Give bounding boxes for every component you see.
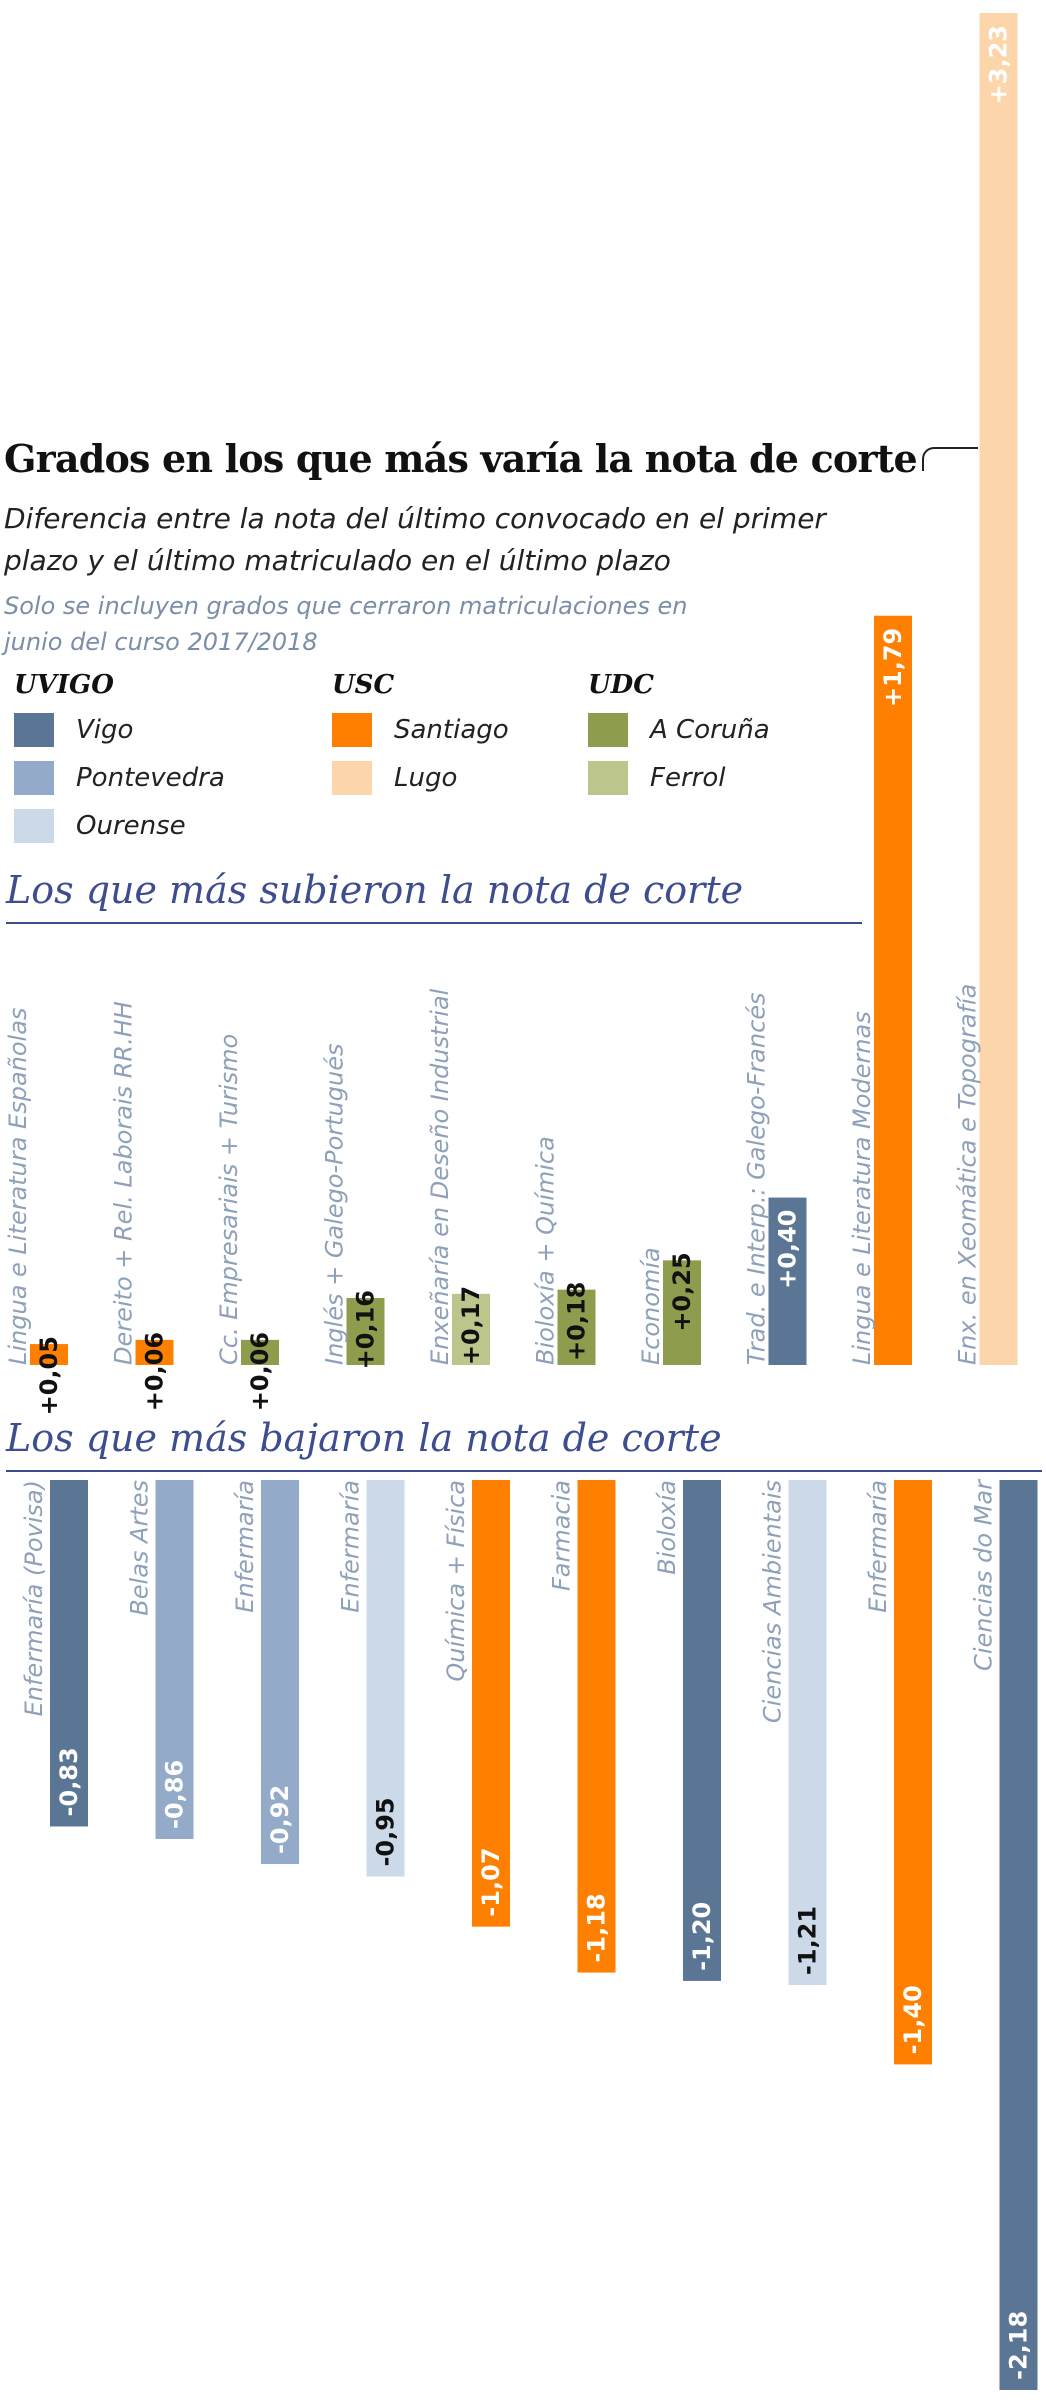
section-title-up: Los que más subieron la nota de corte <box>6 868 744 912</box>
category-label: Química + Física <box>442 1480 470 1682</box>
section-rule-down <box>6 1470 1042 1472</box>
value-label: -1,40 <box>899 1985 927 2054</box>
category-label: Dereito + Rel. Laborais RR.HH <box>110 1001 138 1365</box>
chart-note: Solo se incluyen grados que cerraron mat… <box>4 592 688 656</box>
bar <box>768 1197 807 1365</box>
legend-item: Vigo <box>14 710 133 750</box>
bar <box>241 1339 279 1365</box>
legend-item: Santiago <box>332 710 509 750</box>
category-label: Enx. en Xeomática e Topografía <box>954 984 982 1365</box>
legend-label: Santiago <box>394 715 509 745</box>
legend-group-uvigo: UVIGO <box>14 670 114 700</box>
value-label: +0,25 <box>668 1252 696 1331</box>
legend-label: Vigo <box>76 715 134 745</box>
legend-swatch <box>588 761 628 795</box>
value-label: -0,95 <box>372 1797 400 1866</box>
title-corner-decoration <box>922 447 978 471</box>
category-label: Bioloxía <box>653 1480 681 1575</box>
bar <box>999 1480 1038 2390</box>
value-label: -1,18 <box>583 1893 611 1962</box>
value-label: -0,86 <box>161 1760 189 1829</box>
value-label: +0,40 <box>774 1210 802 1289</box>
chart-title: Grados en los que más varía la nota de c… <box>4 436 918 481</box>
legend-label: Pontevedra <box>76 763 225 793</box>
value-label: -1,21 <box>794 1906 822 1975</box>
category-label: Lingua e Literatura Españolas <box>4 1008 32 1365</box>
value-label: -0,92 <box>266 1785 294 1854</box>
bar <box>874 615 912 1365</box>
legend-item: Pontevedra <box>14 758 225 798</box>
bar <box>577 1480 616 1973</box>
legend-item: Lugo <box>332 758 457 798</box>
value-label: +0,17 <box>457 1286 485 1365</box>
category-label: Belas Artes <box>126 1480 154 1616</box>
bar <box>346 1298 385 1365</box>
category-label: Ciencias do Mar <box>970 1478 998 1671</box>
category-label: Cc. Empresariais + Turismo <box>215 1034 243 1365</box>
bar <box>894 1480 932 2065</box>
category-label: Farmacia <box>548 1480 576 1591</box>
bar <box>683 1480 721 1981</box>
category-label: Inglés + Galego-Portugués <box>321 1043 349 1365</box>
bar <box>557 1289 596 1365</box>
category-label: Trad. e Interp.: Galego-Francés <box>743 992 771 1365</box>
value-label: +0,06 <box>141 1332 169 1411</box>
bar <box>788 1480 827 1986</box>
legend-label: Ourense <box>76 811 186 841</box>
bar <box>135 1339 174 1365</box>
bar <box>663 1260 701 1365</box>
legend-swatch <box>14 713 54 747</box>
category-label: Enfermaría (Povisa) <box>20 1480 48 1716</box>
category-label: Enfermaría <box>231 1480 259 1613</box>
legend-group-usc: USC <box>332 670 395 700</box>
value-label: -1,07 <box>477 1847 505 1916</box>
value-label: -1,20 <box>688 1902 716 1971</box>
value-label: +1,79 <box>879 628 907 707</box>
category-label: Lingua e Literatura Modernas <box>848 1011 876 1365</box>
legend-group-udc: UDC <box>588 670 654 700</box>
section-title-down: Los que más bajaron la nota de corte <box>6 1416 722 1460</box>
bar <box>30 1344 68 1365</box>
legend-swatch <box>14 761 54 795</box>
category-label: Bioloxía + Química <box>532 1136 560 1365</box>
bar <box>155 1480 194 1839</box>
legend-swatch <box>14 809 54 843</box>
category-label: Enfermaría <box>337 1480 365 1613</box>
category-label: Ciencias Ambientais <box>759 1480 787 1723</box>
category-label: Enfermaría <box>864 1480 892 1613</box>
legend-item: Ourense <box>14 806 186 846</box>
section-rule-up <box>6 922 862 924</box>
bar <box>50 1480 88 1827</box>
category-label: Economía <box>637 1247 665 1365</box>
legend-label: Ferrol <box>650 763 726 793</box>
bar <box>472 1480 510 1927</box>
legend-item: Ferrol <box>588 758 725 798</box>
value-label: -2,18 <box>1005 2311 1033 2380</box>
bar <box>261 1480 299 1865</box>
legend-swatch <box>332 761 372 795</box>
legend-swatch <box>332 713 372 747</box>
value-label: +0,18 <box>563 1282 591 1361</box>
legend-swatch <box>588 713 628 747</box>
legend-label: A Coruña <box>650 715 770 745</box>
bar <box>452 1293 490 1365</box>
value-label: +3,23 <box>985 25 1013 104</box>
legend-label: Lugo <box>394 763 458 793</box>
chart-subtitle: Diferencia entre la nota del último conv… <box>4 502 826 577</box>
value-label: +0,05 <box>35 1336 63 1415</box>
value-label: -0,83 <box>55 1747 83 1816</box>
value-label: +0,16 <box>352 1290 380 1369</box>
legend-item: A Coruña <box>588 710 770 750</box>
bar <box>979 13 1018 1365</box>
value-label: +0,06 <box>246 1332 274 1411</box>
bar <box>366 1480 405 1877</box>
category-label: Enxeñaría en Deseño Industrial <box>426 988 454 1365</box>
